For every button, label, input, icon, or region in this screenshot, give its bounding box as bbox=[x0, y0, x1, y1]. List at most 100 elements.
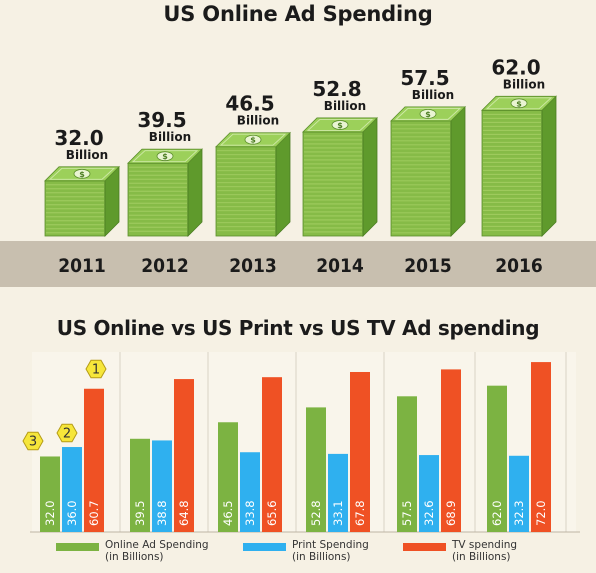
unit-label-2015: Billion bbox=[412, 88, 454, 102]
legend-unit-online: (in Billions) bbox=[105, 551, 164, 563]
bar-label-print-spending-2015: 32.6 bbox=[422, 500, 436, 526]
value-label-2014: 52.8 bbox=[312, 77, 361, 101]
year-label-2013: 2013 bbox=[229, 255, 277, 277]
bar-print-spending-2015 bbox=[419, 455, 439, 532]
bar-label-online-ad-spending-2016: 62.0 bbox=[490, 500, 504, 526]
bill-border bbox=[48, 167, 116, 180]
bar-print-spending-2016 bbox=[509, 455, 529, 532]
bar-online-ad-spending-2015 bbox=[397, 396, 417, 532]
bottom-chart-title: US Online vs US Print vs US TV Ad spendi… bbox=[56, 316, 540, 340]
unit-label-2013: Billion bbox=[237, 114, 279, 128]
bar-online-ad-spending-2012 bbox=[130, 438, 150, 532]
bill-border bbox=[306, 118, 374, 131]
bar-tv-spending-2014 bbox=[350, 371, 370, 532]
dollar-medallion bbox=[331, 120, 349, 130]
value-label-2016: 62.0 bbox=[491, 55, 540, 79]
year-label-2012: 2012 bbox=[141, 255, 189, 277]
dollar-medallion bbox=[156, 151, 174, 162]
dollar-sign: $ bbox=[425, 110, 431, 119]
plot-area bbox=[32, 352, 576, 532]
rank-marker-2 bbox=[56, 423, 78, 443]
bar-tv-spending-2012 bbox=[174, 379, 194, 532]
year-band bbox=[0, 241, 596, 287]
legend-swatch-print bbox=[243, 543, 286, 551]
bar-print-spending-2012 bbox=[152, 440, 172, 532]
bar-online-ad-spending-2014 bbox=[306, 407, 326, 532]
bar-label-online-ad-spending-2012: 39.5 bbox=[133, 500, 147, 526]
bar-label-tv-spending-2015: 68.9 bbox=[444, 500, 458, 526]
value-label-2013: 46.5 bbox=[225, 92, 274, 116]
legend-unit-tv: (in Billions) bbox=[452, 551, 511, 563]
dollar-sign: $ bbox=[337, 121, 343, 130]
rank-marker-text-2: 2 bbox=[63, 427, 71, 442]
legend-label-print: Print Spending bbox=[292, 539, 369, 551]
unit-label-2014: Billion bbox=[324, 99, 366, 113]
unit-label-2011: Billion bbox=[66, 148, 108, 162]
bar-label-online-ad-spending-2015: 57.5 bbox=[400, 500, 414, 526]
bar-label-tv-spending-2016: 72.0 bbox=[534, 500, 548, 526]
bar-tv-spending-2016 bbox=[531, 362, 551, 532]
unit-label-2016: Billion bbox=[503, 77, 545, 91]
bar-label-online-ad-spending-2013: 46.5 bbox=[221, 500, 235, 526]
bar-print-spending-2011 bbox=[62, 447, 82, 532]
bill-border bbox=[394, 107, 462, 120]
top-chart-title: US Online Ad Spending bbox=[163, 2, 433, 26]
legend-unit-print: (in Billions) bbox=[292, 551, 351, 563]
online-ad-spending-chart: $32.0Billion2011$39.5Billion2012$46.5Bil… bbox=[0, 55, 596, 287]
bar-tv-spending-2011 bbox=[84, 388, 104, 532]
value-label-2015: 57.5 bbox=[400, 66, 449, 90]
year-label-2011: 2011 bbox=[58, 255, 106, 277]
bar-label-tv-spending-2012: 64.8 bbox=[177, 500, 191, 526]
value-label-2012: 39.5 bbox=[137, 108, 186, 132]
bar-print-spending-2014 bbox=[328, 453, 348, 532]
bar-label-tv-spending-2013: 65.6 bbox=[265, 500, 279, 526]
money-stack-front bbox=[481, 109, 543, 237]
year-label-2016: 2016 bbox=[495, 255, 543, 277]
rank-marker-text-3: 3 bbox=[29, 435, 37, 450]
value-label-2011: 32.0 bbox=[54, 126, 103, 150]
bar-online-ad-spending-2016 bbox=[487, 385, 507, 532]
legend-label-online: Online Ad Spending bbox=[105, 539, 209, 551]
dollar-medallion bbox=[419, 108, 437, 119]
bar-label-print-spending-2014: 33.1 bbox=[331, 500, 345, 526]
dollar-sign: $ bbox=[79, 170, 85, 179]
bar-label-print-spending-2016: 32.3 bbox=[512, 500, 526, 526]
year-label-2014: 2014 bbox=[316, 255, 364, 277]
unit-label-2012: Billion bbox=[149, 130, 191, 144]
bill-border bbox=[131, 150, 199, 163]
dollar-sign: $ bbox=[162, 152, 168, 161]
bar-label-online-ad-spending-2014: 52.8 bbox=[309, 500, 323, 526]
bar-online-ad-spending-2011 bbox=[40, 456, 60, 532]
bar-online-ad-spending-2013 bbox=[218, 422, 238, 532]
year-label-2015: 2015 bbox=[404, 255, 452, 277]
legend-label-tv: TV spending bbox=[452, 539, 518, 551]
bar-label-print-spending-2011: 36.0 bbox=[65, 500, 79, 526]
legend-swatch-tv bbox=[403, 543, 446, 551]
dollar-medallion bbox=[510, 98, 528, 109]
bar-print-spending-2013 bbox=[240, 452, 260, 532]
rank-marker-3 bbox=[22, 431, 44, 451]
bar-label-tv-spending-2014: 67.8 bbox=[353, 500, 367, 526]
bar-tv-spending-2015 bbox=[441, 369, 461, 532]
bill-border bbox=[219, 133, 287, 146]
legend-swatch-online bbox=[56, 543, 99, 551]
rank-marker-1 bbox=[85, 359, 107, 379]
dollar-sign: $ bbox=[516, 99, 522, 108]
dollar-medallion bbox=[73, 168, 91, 179]
bar-label-tv-spending-2011: 60.7 bbox=[87, 500, 101, 526]
bar-tv-spending-2013 bbox=[262, 377, 282, 532]
bar-label-online-ad-spending-2011: 32.0 bbox=[43, 500, 57, 526]
dollar-medallion bbox=[244, 134, 262, 145]
bill-border bbox=[485, 97, 553, 110]
bar-label-print-spending-2012: 38.8 bbox=[155, 500, 169, 526]
rank-marker-text-1: 1 bbox=[92, 363, 100, 378]
dollar-sign: $ bbox=[250, 136, 256, 145]
bar-label-print-spending-2013: 33.8 bbox=[243, 500, 257, 526]
